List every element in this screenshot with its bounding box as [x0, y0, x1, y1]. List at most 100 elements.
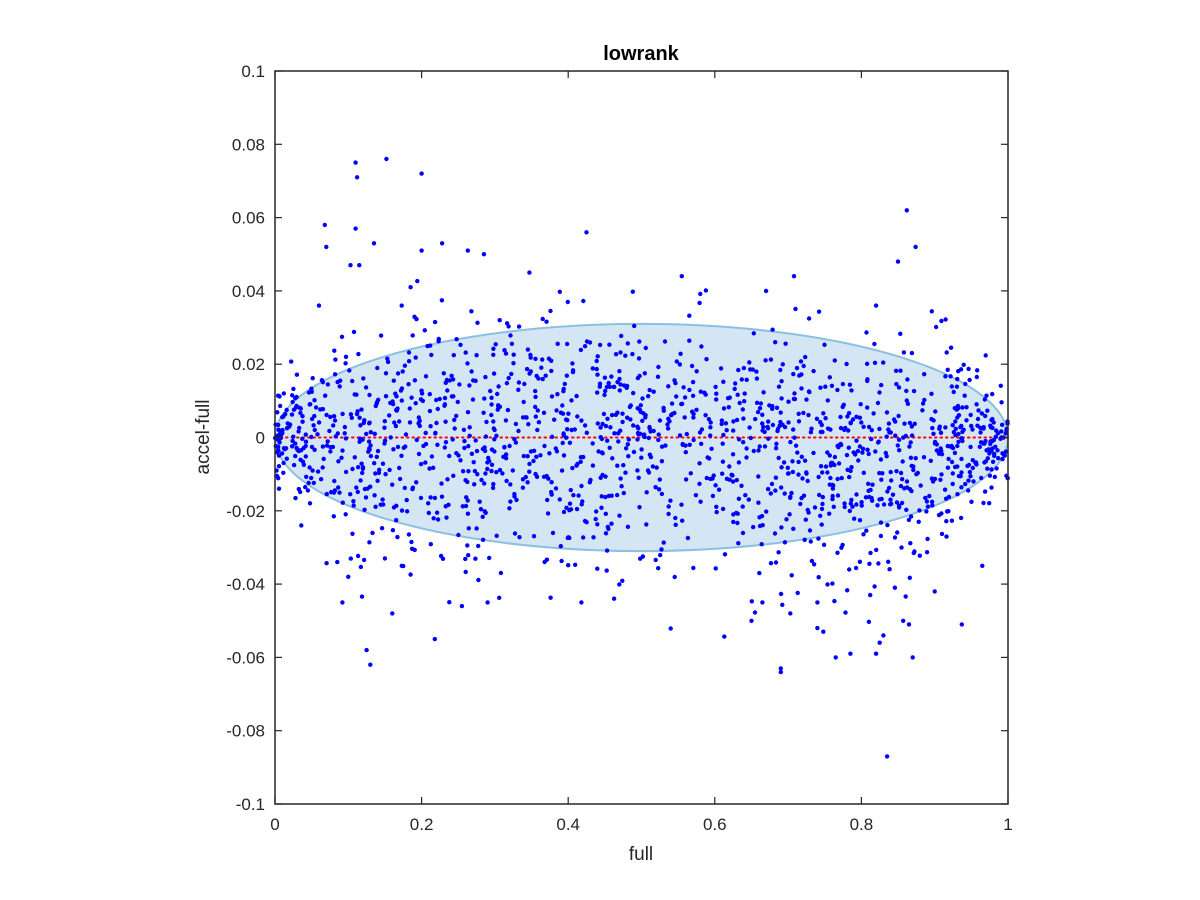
scatter-point: [615, 492, 620, 498]
scatter-point: [557, 497, 562, 502]
scatter-point: [956, 431, 961, 437]
scatter-point: [590, 463, 596, 468]
scatter-point: [595, 421, 600, 426]
scatter-point: [281, 414, 286, 419]
scatter-point: [354, 485, 359, 490]
scatter-point: [949, 459, 955, 465]
scatter-point: [312, 398, 317, 403]
scatter-point: [879, 477, 884, 482]
scatter-point: [691, 411, 696, 417]
scatter-point: [559, 468, 565, 473]
scatter-point: [542, 443, 547, 449]
scatter-point: [888, 502, 893, 507]
scatter-point: [469, 369, 474, 374]
scatter-point: [595, 522, 600, 527]
y-tick-label: 0: [256, 429, 265, 448]
scatter-point: [309, 386, 314, 391]
scatter-point: [956, 413, 962, 418]
scatter-point: [399, 508, 405, 513]
scatter-point: [548, 308, 553, 314]
y-tick-label: -0.08: [226, 722, 265, 741]
scatter-point: [294, 403, 299, 409]
scatter-point: [419, 391, 425, 396]
scatter-point: [811, 562, 817, 567]
scatter-point: [603, 511, 608, 516]
scatter-point: [970, 458, 975, 463]
scatter-point: [609, 412, 615, 418]
scatter-point: [794, 365, 800, 371]
scatter-point: [521, 453, 526, 459]
scatter-point: [643, 345, 648, 351]
scatter-point: [903, 433, 908, 439]
scatter-point: [934, 448, 939, 453]
scatter-point: [469, 309, 474, 314]
scatter-point: [709, 446, 714, 451]
scatter-point: [391, 378, 396, 383]
scatter-point: [796, 459, 801, 465]
scatter-point: [483, 374, 488, 380]
scatter-point: [847, 474, 852, 480]
scatter-point: [465, 543, 470, 548]
scatter-point: [602, 375, 608, 380]
scatter-point: [435, 442, 440, 447]
scatter-point: [449, 373, 454, 378]
scatter-point: [989, 485, 994, 490]
scatter-point: [842, 504, 847, 510]
scatter-point: [909, 433, 915, 438]
scatter-point: [293, 495, 298, 501]
scatter-point: [816, 575, 821, 580]
scatter-point: [865, 405, 870, 410]
scatter-point: [754, 376, 760, 381]
scatter-point: [546, 476, 551, 481]
scatter-point: [885, 522, 890, 528]
scatter-point: [760, 412, 765, 417]
scatter-point: [608, 425, 613, 430]
scatter-point: [390, 482, 395, 487]
scatter-point: [291, 407, 297, 412]
scatter-point: [543, 373, 548, 378]
scatter-point: [406, 350, 412, 355]
scatter-point: [356, 351, 361, 357]
scatter-point: [735, 520, 740, 526]
scatter-point: [981, 426, 986, 431]
scatter-point: [450, 377, 456, 382]
scatter-point: [636, 432, 641, 437]
scatter-point: [359, 594, 365, 599]
scatter-point: [603, 531, 609, 536]
scatter-point: [975, 368, 980, 373]
scatter-point: [597, 381, 603, 386]
scatter-point: [890, 492, 896, 497]
scatter-point: [873, 651, 879, 656]
scatter-point: [610, 456, 615, 461]
scatter-point: [693, 493, 699, 498]
scatter-point: [899, 500, 905, 506]
scatter-point: [639, 447, 644, 452]
scatter-point: [788, 495, 793, 500]
scatter-point: [803, 354, 808, 360]
scatter-point: [689, 363, 695, 369]
scatter-point: [337, 384, 342, 389]
scatter-point: [659, 459, 665, 464]
scatter-point: [409, 539, 414, 545]
scatter-point: [423, 441, 429, 447]
scatter-point: [791, 274, 797, 279]
scatter-point: [584, 230, 589, 235]
scatter-point: [463, 556, 468, 562]
scatter-point: [485, 466, 490, 472]
scatter-point: [582, 423, 588, 428]
scatter-point: [920, 408, 925, 413]
scatter-point: [656, 487, 662, 492]
scatter-point: [714, 397, 719, 402]
scatter-point: [830, 460, 835, 466]
scatter-point: [595, 566, 600, 571]
scatter-point: [866, 451, 871, 457]
scatter-point: [291, 462, 297, 468]
scatter-point: [960, 405, 965, 410]
scatter-point: [444, 377, 450, 383]
scatter-point: [944, 534, 949, 539]
scatter-point: [604, 384, 610, 390]
scatter-point: [751, 331, 756, 336]
scatter-point: [525, 480, 530, 485]
scatter-point: [716, 487, 722, 492]
scatter-point: [312, 413, 317, 419]
